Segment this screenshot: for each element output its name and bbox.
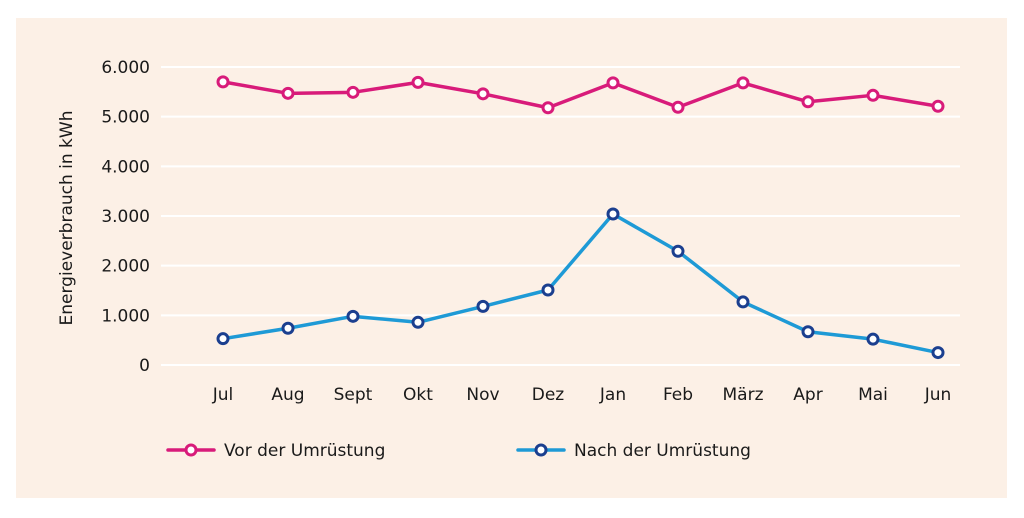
data-point [281,86,295,100]
legend-swatch-marker [534,443,548,457]
data-point [671,100,685,114]
y-axis-ticks: 0 1.000 2.000 3.000 4.000 5.000 6.000 [101,58,150,376]
data-point [476,87,490,101]
y-tick-label: 5.000 [101,108,150,128]
data-point [216,75,230,89]
legend: Vor der Umrüstung Nach der Umrüstung [166,441,751,461]
data-point [736,295,750,309]
data-point [801,95,815,109]
x-tick-label: Dez [532,385,565,405]
data-point [411,75,425,89]
gridlines [161,66,960,366]
y-tick-label: 1.000 [101,306,150,326]
data-point [541,101,555,115]
x-tick-label: Okt [403,385,433,405]
x-axis-ticks: Jul Aug Sept Okt Nov Dez Jan Feb März Apr Mai Jun [212,385,952,405]
x-tick-label: Nov [466,385,499,405]
x-tick-label: Feb [663,385,693,405]
y-tick-label: 3.000 [101,207,150,227]
data-point [346,85,360,99]
data-point [931,99,945,113]
data-point [801,325,815,339]
chart-panel: 0 1.000 2.000 3.000 4.000 5.000 6.000 Energiev… [16,18,1007,498]
series-line [221,212,940,355]
data-point [476,299,490,313]
x-tick-label: Jun [924,385,952,405]
y-axis-title: Energieverbrauch in kWh [57,111,77,326]
line-chart: 0 1.000 2.000 3.000 4.000 5.000 6.000 Energiev… [57,58,960,461]
data-point [541,283,555,297]
legend-item: Vor der Umrüstung [166,441,385,461]
data-point [346,309,360,323]
data-point [736,76,750,90]
legend-swatch-marker [184,443,198,457]
data-point [931,346,945,360]
y-tick-label: 4.000 [101,157,150,177]
legend-label: Nach der Umrüstung [574,441,751,461]
data-point [671,244,685,258]
data-point [281,321,295,335]
series-line [221,80,940,110]
data-point [411,315,425,329]
x-tick-label: Aug [271,385,304,405]
data-point [606,76,620,90]
x-tick-label: Jul [212,385,234,405]
data-point [866,332,880,346]
y-tick-label: 2.000 [101,257,150,277]
x-tick-label: Jan [599,385,626,405]
data-point [866,88,880,102]
data-point [606,207,620,221]
x-tick-label: März [723,385,764,405]
series-1 [216,75,945,115]
data-point [216,332,230,346]
y-tick-label: 6.000 [101,58,150,78]
legend-item: Nach der Umrüstung [516,441,751,461]
x-tick-label: Mai [858,385,888,405]
x-tick-label: Apr [793,385,822,405]
legend-label: Vor der Umrüstung [224,441,385,461]
series-2 [216,207,945,360]
x-tick-label: Sept [334,385,373,405]
series-group [216,75,945,360]
y-tick-label: 0 [139,356,150,376]
